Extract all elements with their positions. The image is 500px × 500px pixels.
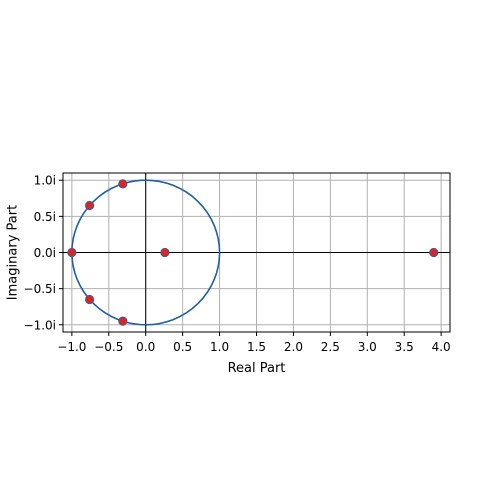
data-point [84, 200, 95, 211]
x-axis-label: Real Part [228, 361, 286, 376]
x-tick-label: 2.0 [284, 340, 303, 354]
x-tick-label: 2.5 [321, 340, 340, 354]
x-tick-label: 1.0 [210, 340, 229, 354]
x-tick-label: −0.5 [94, 340, 123, 354]
data-point [118, 179, 128, 189]
x-tick-label: −1.0 [57, 340, 86, 354]
data-point [67, 247, 77, 258]
y-axis-label: Imaginary Part [6, 205, 21, 300]
y-tick-label: −0.5i [24, 282, 56, 296]
data-point [84, 294, 95, 305]
data-point [429, 247, 439, 258]
x-ticks: −1.0 −0.5 0.0 0.5 1.0 1.5 2.0 2.5 3.0 3.5 4.0 [57, 332, 451, 354]
y-tick-label: 0.5i [34, 210, 56, 224]
y-tick-label: −1.0i [24, 318, 56, 332]
y-tick-label: 0.0i [34, 246, 56, 260]
x-tick-label: 1.5 [247, 340, 266, 354]
x-tick-label: 3.0 [358, 340, 377, 354]
origin-axes [63, 173, 450, 332]
x-tick-label: 4.0 [432, 340, 451, 354]
x-tick-label: 3.5 [395, 340, 414, 354]
y-ticks: 1.0i 0.5i 0.0i −0.5i −1.0i [24, 174, 63, 332]
data-point [118, 316, 128, 326]
x-tick-label: 0.0 [136, 340, 155, 354]
y-tick-label: 1.0i [34, 174, 56, 188]
x-tick-label: 0.5 [173, 340, 192, 354]
data-point [160, 247, 170, 258]
points [67, 179, 439, 326]
